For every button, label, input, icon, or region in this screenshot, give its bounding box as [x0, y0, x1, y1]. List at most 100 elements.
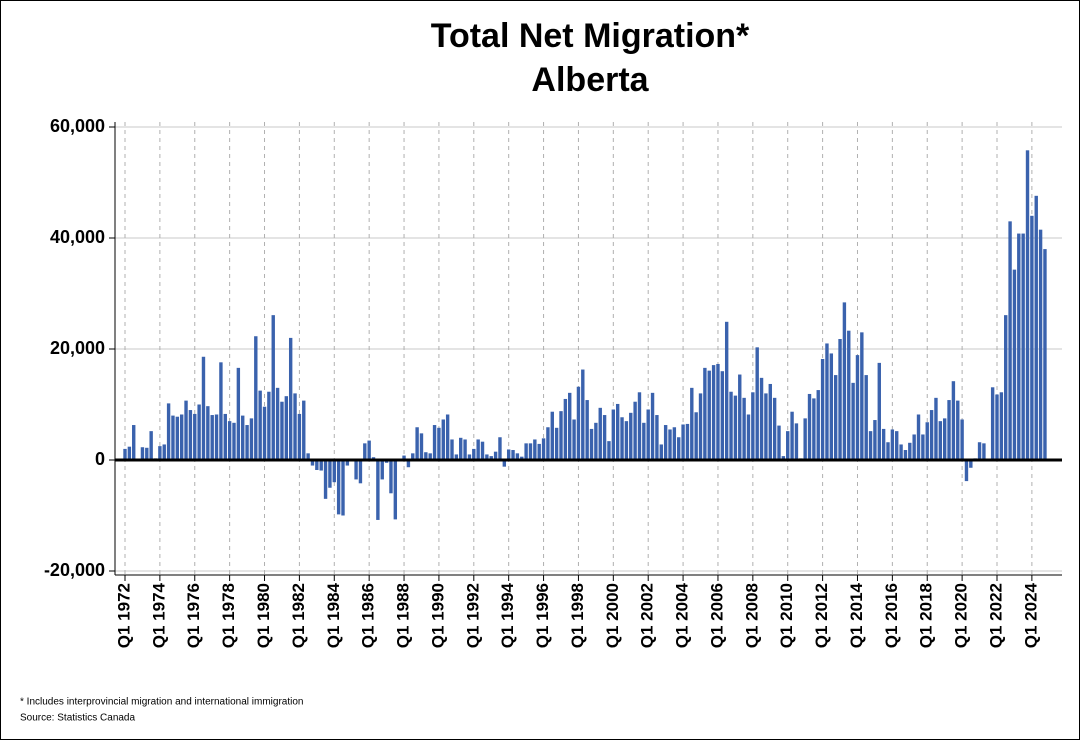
bar: [332, 460, 336, 483]
bar: [751, 392, 755, 460]
bar: [637, 392, 642, 460]
bar: [977, 442, 982, 460]
bar: [127, 446, 132, 460]
x-tick-label: Q1 2016: [882, 583, 901, 648]
bar: [572, 419, 576, 460]
bar: [537, 443, 541, 460]
bar: [947, 400, 951, 460]
bar: [772, 397, 777, 460]
bar: [367, 440, 371, 460]
bar: [520, 456, 524, 460]
x-tick-label: Q1 1984: [324, 582, 343, 648]
bar: [336, 460, 341, 515]
bar: [720, 371, 725, 460]
bar: [912, 434, 916, 460]
bar: [864, 375, 868, 460]
bar: [280, 401, 284, 460]
bar: [450, 439, 454, 460]
bar: [886, 442, 890, 460]
bar: [227, 421, 232, 460]
x-tick-label: Q1 2004: [673, 582, 692, 648]
x-tick-label: Q1 2006: [707, 583, 726, 648]
bar: [528, 443, 533, 460]
x-tick-label: Q1 2018: [917, 583, 936, 648]
bar: [502, 460, 507, 467]
bar: [838, 339, 842, 460]
bar: [999, 392, 1004, 460]
bar: [546, 427, 550, 460]
bar: [716, 363, 720, 460]
bar: [472, 448, 476, 460]
bar: [677, 437, 681, 460]
bar: [563, 398, 568, 460]
y-tick-label: 0: [95, 449, 105, 469]
bar: [995, 394, 999, 460]
bar: [214, 414, 219, 460]
x-tick-label: Q1 2020: [952, 583, 971, 648]
bar: [201, 356, 206, 460]
bar: [860, 332, 864, 460]
bar: [358, 460, 363, 484]
bar: [812, 398, 816, 460]
bar: [445, 414, 450, 460]
bar: [310, 460, 315, 466]
x-tick-label: Q1 2010: [777, 583, 796, 648]
y-tick-label: -20,000: [44, 560, 105, 580]
bar: [942, 418, 947, 460]
bar: [459, 437, 463, 460]
bar: [284, 396, 289, 460]
bar: [964, 460, 969, 482]
bar: [267, 391, 271, 460]
bar: [175, 416, 180, 460]
bar: [245, 425, 249, 460]
source-note: Source: Statistics Canada: [20, 713, 135, 724]
bar: [132, 425, 136, 460]
bar: [166, 403, 171, 460]
bar: [777, 425, 781, 460]
bar: [415, 427, 419, 460]
x-tick-label: Q1 2008: [742, 583, 761, 648]
bar: [711, 365, 716, 460]
bar: [764, 393, 768, 460]
bar: [908, 442, 912, 460]
y-tick-label: 20,000: [50, 338, 105, 358]
bar: [847, 330, 851, 460]
bar: [485, 454, 489, 460]
bar: [825, 343, 829, 460]
bar: [171, 415, 175, 460]
bar: [345, 460, 350, 466]
bar: [454, 454, 459, 460]
bar: [1030, 215, 1034, 460]
bar: [406, 460, 411, 468]
bar: [759, 377, 764, 460]
bar: [428, 453, 432, 460]
bar: [659, 444, 663, 460]
bar: [615, 403, 620, 460]
x-tick-label: Q1 1972: [114, 583, 133, 648]
bar: [929, 410, 934, 460]
bar: [589, 428, 594, 460]
bar: [698, 393, 703, 460]
bar: [489, 456, 493, 460]
x-tick-label: Q1 1986: [359, 583, 378, 648]
bar: [524, 443, 528, 460]
bar: [851, 382, 855, 460]
bar: [297, 413, 302, 460]
bar: [633, 401, 637, 460]
bar: [938, 421, 943, 460]
x-tick-label: Q1 2002: [638, 583, 657, 648]
bar: [354, 460, 358, 480]
bar: [1043, 249, 1047, 460]
bar: [271, 315, 275, 460]
bar: [179, 414, 184, 460]
bar: [881, 428, 886, 460]
bar: [533, 439, 537, 460]
bar: [816, 390, 820, 460]
bar: [694, 412, 698, 460]
bar: [842, 302, 847, 460]
bar: [1004, 315, 1008, 460]
bar: [363, 443, 367, 460]
bar: [690, 387, 694, 460]
bar: [188, 410, 193, 460]
